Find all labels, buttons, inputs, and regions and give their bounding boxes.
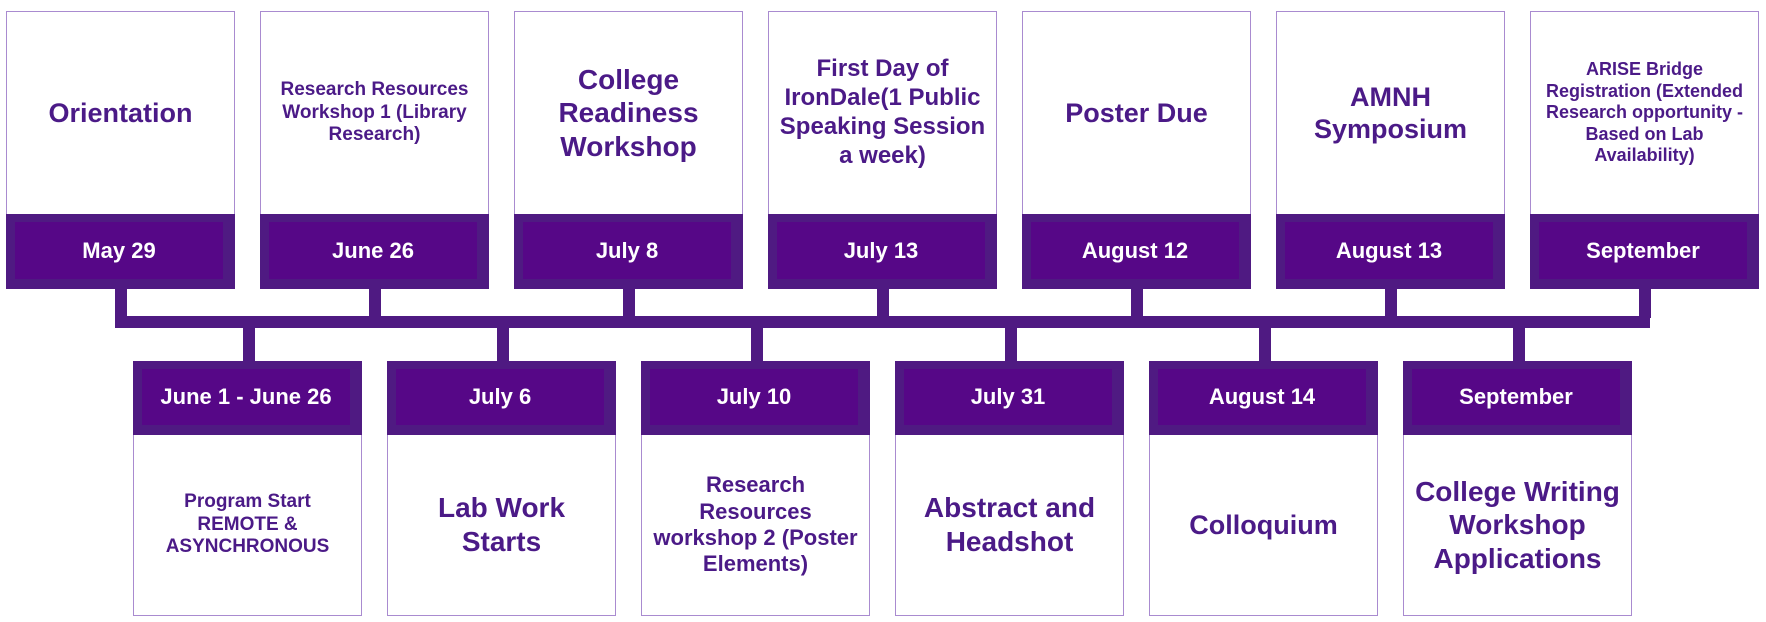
event-card: First Day of IronDale(1 Public Speaking …	[768, 11, 997, 289]
event-card: ARISE Bridge Registration (Extended Rese…	[1530, 11, 1759, 289]
event-date: August 13	[1285, 222, 1493, 279]
event-card: College Readiness Workshop July 8	[514, 11, 743, 289]
event-title-area: Colloquium	[1149, 435, 1378, 616]
connector-stem	[243, 326, 255, 362]
event-title-area: ARISE Bridge Registration (Extended Rese…	[1530, 11, 1759, 214]
event-title-area: Abstract and Headshot	[895, 435, 1124, 616]
event-title: Program Start REMOTE & ASYNCHRONOUS	[165, 490, 330, 558]
event-card: Orientation May 29	[6, 11, 235, 289]
event-card: Research Resources Workshop 1 (Library R…	[260, 11, 489, 289]
event-date: July 13	[777, 222, 985, 279]
event-date-band: June 1 - June 26	[133, 361, 362, 435]
event-title-area: Poster Due	[1022, 11, 1251, 214]
event-date-band: September	[1530, 214, 1759, 289]
event-title: AMNH Symposium	[1313, 81, 1468, 144]
event-title: Research Resources Workshop 1 (Library R…	[280, 78, 469, 146]
event-date-band: August 12	[1022, 214, 1251, 289]
connector-stem	[369, 288, 381, 318]
connector-stem	[497, 326, 509, 362]
event-card: Poster Due August 12	[1022, 11, 1251, 289]
connector-stem	[1513, 326, 1525, 362]
event-title: Poster Due	[1065, 97, 1208, 128]
event-date: August 14	[1158, 369, 1366, 425]
event-title-area: College Readiness Workshop	[514, 11, 743, 214]
event-title: Orientation	[48, 97, 193, 128]
event-card: August 14 Colloquium	[1149, 361, 1378, 616]
event-date-band: July 10	[641, 361, 870, 435]
timeline-bar	[115, 316, 1650, 328]
event-title: First Day of IronDale(1 Public Speaking …	[779, 55, 986, 169]
connector-stem	[1131, 288, 1143, 318]
event-title: College Writing Workshop Applications	[1415, 475, 1620, 574]
event-title-area: Research Resources workshop 2 (Poster El…	[641, 435, 870, 616]
event-title: Abstract and Headshot	[923, 492, 1096, 557]
event-date: June 1 - June 26	[142, 369, 350, 425]
connector-stem	[877, 288, 889, 318]
event-date: May 29	[15, 222, 223, 279]
event-date: July 10	[650, 369, 858, 425]
event-date-band: August 13	[1276, 214, 1505, 289]
event-card: June 1 - June 26 Program Start REMOTE & …	[133, 361, 362, 616]
event-date-band: July 31	[895, 361, 1124, 435]
event-date: June 26	[269, 222, 477, 279]
event-date: July 8	[523, 222, 731, 279]
event-card: AMNH Symposium August 13	[1276, 11, 1505, 289]
connector-stem	[1005, 326, 1017, 362]
connector-stem	[751, 326, 763, 362]
event-card: July 10 Research Resources workshop 2 (P…	[641, 361, 870, 616]
event-date-band: July 8	[514, 214, 743, 289]
connector-stem	[623, 288, 635, 318]
event-title-area: College Writing Workshop Applications	[1403, 435, 1632, 616]
event-date-band: June 26	[260, 214, 489, 289]
event-title: College Readiness Workshop	[558, 63, 699, 162]
event-title: Colloquium	[1189, 509, 1338, 540]
event-date: September	[1539, 222, 1747, 279]
event-date: July 31	[904, 369, 1112, 425]
event-date: September	[1412, 369, 1620, 425]
event-card: July 31 Abstract and Headshot	[895, 361, 1124, 616]
event-date-band: July 6	[387, 361, 616, 435]
event-date-band: August 14	[1149, 361, 1378, 435]
event-card: September College Writing Workshop Appli…	[1403, 361, 1632, 616]
event-title-area: First Day of IronDale(1 Public Speaking …	[768, 11, 997, 214]
event-date: August 12	[1031, 222, 1239, 279]
event-card: July 6 Lab Work Starts	[387, 361, 616, 616]
event-title-area: Research Resources Workshop 1 (Library R…	[260, 11, 489, 214]
connector-stem	[1385, 288, 1397, 318]
event-title-area: Program Start REMOTE & ASYNCHRONOUS	[133, 435, 362, 616]
connector-stem	[1259, 326, 1271, 362]
connector-stem	[115, 288, 127, 318]
event-date-band: July 13	[768, 214, 997, 289]
event-title-area: Lab Work Starts	[387, 435, 616, 616]
event-title-area: Orientation	[6, 11, 235, 214]
event-title: Research Resources workshop 2 (Poster El…	[653, 472, 858, 577]
event-date: July 6	[396, 369, 604, 425]
event-date-band: September	[1403, 361, 1632, 435]
event-title-area: AMNH Symposium	[1276, 11, 1505, 214]
connector-stem	[1639, 288, 1651, 318]
event-title: ARISE Bridge Registration (Extended Rese…	[1545, 59, 1744, 166]
event-date-band: May 29	[6, 214, 235, 289]
event-title: Lab Work Starts	[437, 492, 566, 557]
